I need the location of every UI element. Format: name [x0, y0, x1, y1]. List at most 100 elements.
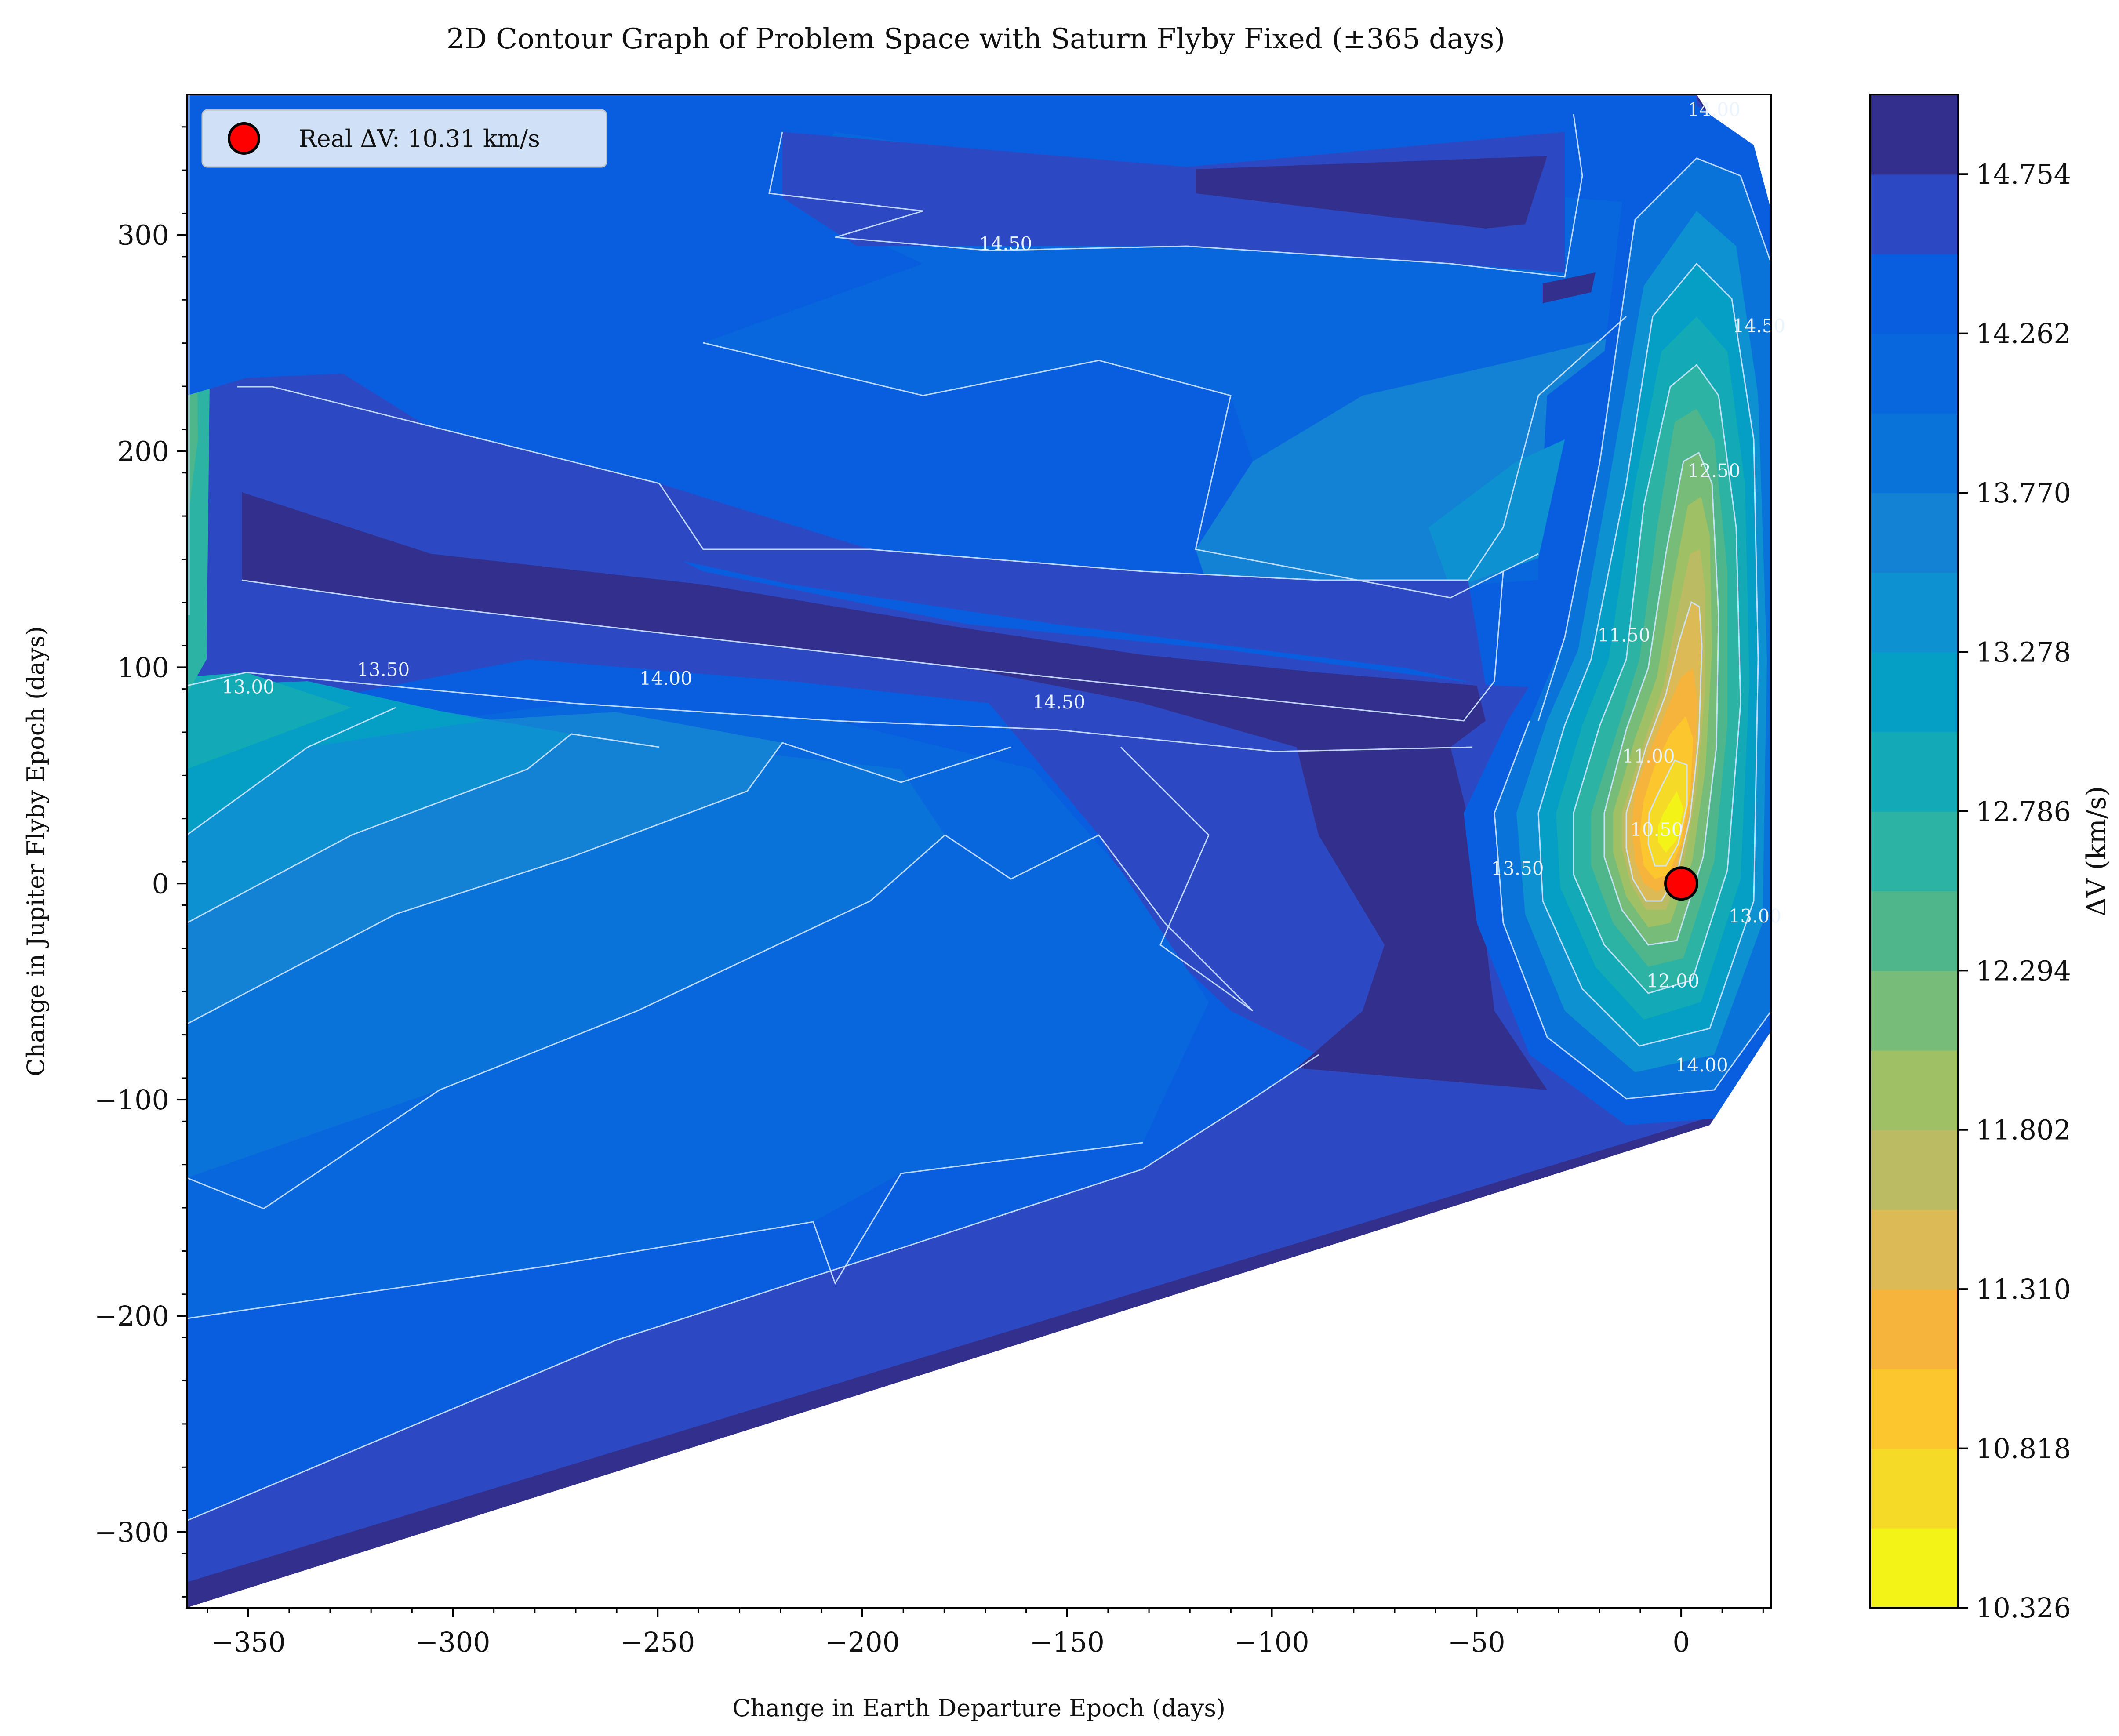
contour-label: 13.50 [1491, 858, 1544, 879]
contour-lines [187, 94, 1771, 1522]
band-14-5-upper-left [237, 387, 1486, 686]
colorbar-band [1870, 891, 1958, 971]
colorbar-tick-label: 11.802 [1976, 1114, 2071, 1146]
colorbar-band [1870, 413, 1958, 494]
y-tick-label: 0 [152, 868, 169, 900]
y-axis: −300 −200 −100 0 100 200 300 [95, 126, 187, 1598]
colorbar-band [1870, 652, 1958, 732]
colorbar-tick-label: 13.770 [1976, 477, 2071, 509]
colorbar-band [1870, 94, 1958, 175]
plot-area: 14.50 13.50 13.00 14.00 14.50 12.50 11.50 11.00… [186, 94, 1786, 1609]
contour-line [237, 316, 1627, 581]
x-tick-label: −100 [1234, 1626, 1309, 1658]
contour-line [1537, 262, 1759, 1047]
colorbar-tick-label: 10.818 [1976, 1433, 2071, 1465]
contour-label: 12.50 [1687, 460, 1740, 482]
contour-line [187, 707, 396, 836]
contour-label: 11.00 [1622, 745, 1675, 767]
contour-line [1494, 720, 1771, 1100]
colorbar-band [1870, 1448, 1958, 1529]
x-tick-label: −350 [211, 1626, 286, 1658]
contour-label: 13.00 [222, 676, 275, 697]
contour-line [768, 114, 1583, 278]
y-tick-label: 100 [117, 651, 169, 683]
band-12-5-left [187, 672, 352, 769]
contour-label: 14.50 [1733, 315, 1785, 337]
colorbar-band [1870, 731, 1958, 812]
dark-band-top [1196, 156, 1547, 229]
colorbar-tick-label: 14.262 [1976, 318, 2071, 350]
colorbar-band [1870, 811, 1958, 892]
colorbar-band [1870, 1528, 1958, 1608]
colorbar-band [1870, 174, 1958, 254]
contour-label: 11.50 [1598, 624, 1650, 646]
colorbar-band [1870, 333, 1958, 414]
x-axis-label: Change in Earth Departure Epoch (days) [732, 1694, 1225, 1722]
chart-title: 2D Contour Graph of Problem Space with S… [447, 23, 1505, 55]
contour-line [187, 742, 1011, 1025]
contour-label: 12.00 [1646, 970, 1699, 991]
colorbar-band [1870, 493, 1958, 573]
contour-label: 14.00 [1687, 99, 1740, 120]
colorbar-band [1870, 254, 1958, 334]
x-tick-label: −150 [1030, 1626, 1105, 1658]
colorbar-tick-label: 10.326 [1976, 1592, 2071, 1624]
colorbar-frame [1869, 94, 1959, 1609]
y-axis-label: Change in Jupiter Flyby Epoch (days) [22, 626, 50, 1076]
contour-line [1625, 601, 1703, 902]
contour-line [1647, 759, 1688, 867]
basin-10-3 [1658, 791, 1683, 853]
colorbar-band [1870, 1289, 1958, 1369]
legend: Real ΔV: 10.31 km/s [201, 109, 607, 168]
plot-frame [186, 94, 1772, 1609]
y-tick-label: −100 [95, 1084, 169, 1116]
contour-labels: 14.50 13.50 13.00 14.00 14.50 12.50 11.50 11.00… [222, 99, 1786, 1076]
legend-label: Real ΔV: 10.31 km/s [299, 125, 540, 153]
colorbar: 10.326 10.818 11.310 11.802 12.294 12.786 13.2… [1869, 94, 2071, 1624]
contour-line [187, 733, 660, 924]
colorbar-tick-label: 12.294 [1976, 955, 2071, 987]
y-tick-label: 300 [117, 219, 169, 251]
colorbar-tick-label: 12.786 [1976, 795, 2071, 828]
contour-fill [187, 94, 1771, 1608]
x-tick-label: 0 [1672, 1626, 1690, 1658]
colorbar-band [1870, 572, 1958, 653]
x-axis: −350 −300 −250 −200 −150 −100 −50 0 [207, 1608, 1764, 1658]
colorbar-band [1870, 1129, 1958, 1210]
contour-line [187, 1054, 1319, 1522]
real-delta-v-marker [1664, 866, 1699, 901]
contour-label: 13.50 [357, 659, 410, 680]
colorbar-label: ΔV (km/s) [2081, 786, 2112, 917]
x-tick-label: −250 [620, 1626, 695, 1658]
contour-line [241, 571, 1504, 722]
colorbar-band [1870, 1369, 1958, 1449]
contour-line [187, 746, 1254, 1209]
colorbar-tick-label: 13.278 [1976, 636, 2071, 668]
contour-line [703, 342, 1539, 599]
contour-label: 14.00 [640, 668, 692, 689]
contour-line [187, 1142, 1143, 1319]
colorbar-tick-label: 14.754 [1976, 158, 2071, 190]
colorbar-tick-label: 11.310 [1976, 1273, 2071, 1305]
legend-marker [228, 122, 260, 155]
contour-label: 14.00 [1676, 1054, 1728, 1076]
x-tick-label: −300 [415, 1626, 490, 1658]
y-tick-label: −200 [95, 1300, 169, 1332]
contour-line [1573, 363, 1741, 994]
dark-band-diagonal [242, 492, 1547, 1090]
colorbar-band [1870, 970, 1958, 1051]
contour-label: 14.50 [1032, 691, 1085, 713]
y-tick-label: 200 [117, 436, 169, 468]
x-tick-label: −200 [825, 1626, 900, 1658]
colorbar-band [1870, 1209, 1958, 1290]
dark-sliver [1543, 272, 1596, 303]
contour-label: 10.50 [1630, 819, 1683, 840]
colorbar-band [1870, 1050, 1958, 1130]
x-tick-label: −50 [1448, 1626, 1505, 1658]
contour-line [1537, 157, 1771, 721]
band-13-upper [1428, 439, 1565, 589]
contour-line [187, 672, 1473, 752]
y-tick-label: −300 [95, 1516, 169, 1548]
contour-label: 14.50 [979, 233, 1032, 254]
